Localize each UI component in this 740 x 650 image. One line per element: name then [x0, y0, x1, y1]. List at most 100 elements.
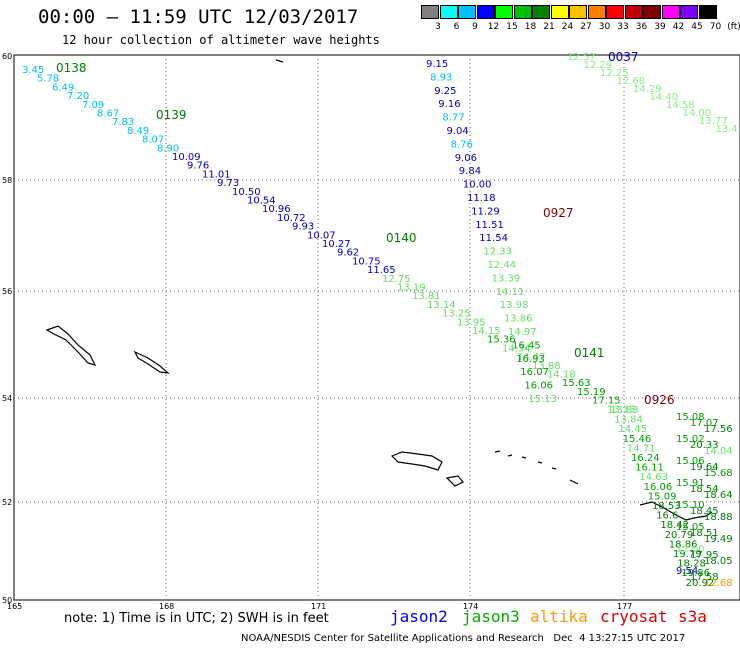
pass-time-label: 0926 — [644, 393, 675, 407]
swh-value: 12.68 — [704, 578, 733, 589]
swh-value: 14.15 — [472, 326, 501, 337]
swh-value: 20.92 — [686, 578, 715, 589]
swh-value: 11.29 — [471, 206, 500, 217]
swh-value: 18.88 — [704, 512, 733, 523]
scale-label: 18 — [524, 22, 537, 32]
swh-value: 11.01 — [202, 169, 231, 180]
swh-value: 15.02 — [676, 434, 705, 445]
scale-swatch — [458, 5, 476, 19]
swh-value: 15.36 — [487, 335, 516, 346]
swh-value: 8.93 — [430, 72, 452, 83]
swh-value: 14.18 — [547, 370, 576, 381]
swh-value: 14.58 — [666, 100, 695, 111]
swh-value: 18.42 — [660, 520, 689, 531]
longitude-label: 174 — [463, 602, 478, 611]
swh-value: 18.45 — [690, 506, 719, 517]
swh-value: 9.73 — [217, 178, 239, 189]
scale-swatch — [587, 5, 606, 19]
scale-swatch — [532, 5, 550, 19]
swh-value: 5.78 — [37, 74, 59, 85]
swh-value: 15.46 — [623, 434, 652, 445]
satellite-jason3-label: jason3 — [462, 607, 520, 626]
scale-label: 33 — [617, 22, 629, 32]
swh-value: 19.86 — [681, 568, 710, 579]
swh-value: 19.79 — [673, 549, 702, 560]
swh-value: 8.07 — [142, 135, 164, 146]
swh-value: 17.15 — [592, 396, 621, 407]
swh-value: 11.65 — [367, 265, 396, 276]
swh-value: 3.45 — [22, 65, 44, 76]
swh-value: 13.86 — [504, 314, 533, 325]
swh-value: 12.57 — [567, 52, 596, 63]
pass-time-label: 0037 — [608, 50, 639, 64]
swh-value: 14.97 — [508, 327, 537, 338]
swh-value: 12.25 — [600, 68, 629, 79]
scale-swatch — [680, 5, 698, 19]
swh-value: 10.00 — [463, 180, 492, 191]
scale-label: 45 — [691, 22, 703, 32]
swh-value: 9.15 — [426, 59, 448, 70]
scale-label: 15 — [506, 22, 518, 32]
swh-value: 13.19 — [397, 283, 426, 294]
swh-value: 20.33 — [690, 440, 719, 451]
scale-label: (ft) — [727, 22, 740, 32]
swh-value: 17.95 — [690, 550, 719, 561]
swh-value: 14.71 — [627, 443, 656, 454]
swh-value: 16.45 — [512, 340, 541, 351]
swh-value: 13.81 — [412, 291, 441, 302]
swh-value: 9.76 — [187, 161, 209, 172]
swh-value: 19.49 — [704, 534, 733, 545]
swh-value: 14.34 — [502, 343, 531, 354]
swh-value: 17.07 — [690, 418, 719, 429]
latitude-label: 60 — [2, 52, 12, 61]
swh-value: 16.6 — [656, 511, 678, 522]
swh-value: 13.4 — [716, 124, 738, 135]
swh-value: 13.98 — [500, 300, 529, 311]
swh-value: 15.63 — [562, 378, 591, 389]
swh-value: 16.06 — [644, 482, 673, 493]
swh-value: 18.28 — [677, 559, 706, 570]
longitude-label: 168 — [159, 602, 174, 611]
swh-value: 18.86 — [669, 539, 698, 550]
scale-swatch — [569, 5, 587, 19]
swh-value: 8.67 — [97, 109, 119, 120]
swh-value: 14.47 — [517, 352, 546, 363]
swh-value: 18.54 — [690, 484, 719, 495]
swh-value: 15.06 — [676, 456, 705, 467]
swh-value: 14.11 — [496, 287, 525, 298]
swh-value: 10.09 — [172, 152, 201, 163]
swh-value: 9.06 — [455, 153, 477, 164]
land-outlines — [45, 59, 713, 521]
latitude-label: 54 — [2, 394, 12, 403]
latitude-label: 56 — [2, 287, 12, 296]
swh-value: 14.04 — [704, 446, 733, 457]
swh-value: 10.72 — [277, 213, 306, 224]
swh-value: 8.90 — [157, 143, 179, 154]
scale-label: 9 — [472, 22, 478, 32]
swh-value: 15.13 — [529, 394, 558, 405]
scale-label: 36 — [635, 22, 648, 32]
swh-value: 14.29 — [633, 84, 662, 95]
longitude-label: 171 — [311, 602, 326, 611]
swh-value: 12.75 — [382, 274, 411, 285]
swh-value: 18.64 — [704, 490, 733, 501]
scale-swatch — [624, 5, 643, 19]
swh-value: 15.10 — [676, 500, 705, 511]
swh-value: 9.62 — [337, 248, 359, 259]
pass-time-label: 0141 — [574, 346, 605, 360]
swh-value: 10.75 — [352, 256, 381, 267]
swh-value: 15.68 — [704, 468, 733, 479]
swh-value: 12.00 — [676, 544, 705, 555]
scale-label: 70 — [709, 22, 722, 32]
swh-value: 19.64 — [690, 462, 719, 473]
swh-value: 7.09 — [82, 100, 104, 111]
swh-value: 16.93 — [516, 354, 545, 365]
scale-label: 39 — [654, 22, 666, 32]
swh-value: 18.53 — [652, 501, 681, 512]
scale-swatch — [550, 5, 569, 19]
swh-value: 15.08 — [676, 412, 705, 423]
swh-value: 9.25 — [434, 86, 456, 97]
lat-lon-grid — [14, 55, 740, 600]
swh-value: 12.33 — [483, 247, 512, 258]
scale-label: 12 — [487, 22, 500, 32]
